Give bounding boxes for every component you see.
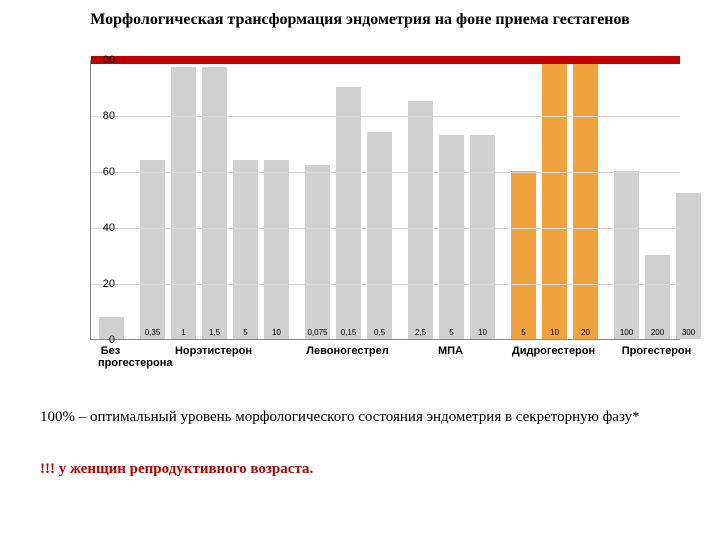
bar-value-label: 200 [642, 328, 673, 337]
bar [171, 67, 196, 339]
bar [614, 171, 639, 339]
group-label: МПА [407, 345, 494, 357]
bar [573, 59, 598, 339]
bar [542, 59, 567, 339]
bar [676, 193, 701, 339]
group-label: Без прогестерона [98, 345, 123, 369]
target-line [91, 56, 680, 64]
gridline [91, 228, 680, 229]
footnote: 100% – оптимальный уровень морфологическ… [40, 408, 680, 428]
group-label: Дидрогестерон [510, 345, 597, 357]
chart: 0,3511,55100,0750,150,52,551051020100200… [60, 60, 680, 360]
group-label: Левоногестрел [304, 345, 391, 357]
y-tick-label: 20 [87, 278, 115, 290]
bar [439, 135, 464, 339]
y-tick-label: 80 [87, 110, 115, 122]
y-tick-label: 60 [87, 166, 115, 178]
bar-value-label: 0,5 [364, 328, 395, 337]
bar-value-label: 10 [539, 328, 570, 337]
bar-value-label: 1,5 [199, 328, 230, 337]
gridline [91, 284, 680, 285]
bar-value-label: 10 [261, 328, 292, 337]
bar-value-label: 10 [467, 328, 498, 337]
bar-value-label: 5 [436, 328, 467, 337]
bar [470, 135, 495, 339]
gridline [91, 172, 680, 173]
chart-title: Морфологическая трансформация эндометрия… [0, 0, 720, 30]
gridline [91, 116, 680, 117]
bar [367, 132, 392, 339]
bar [233, 160, 258, 339]
bar [336, 87, 361, 339]
bar [511, 171, 536, 339]
bar-value-label: 100 [611, 328, 642, 337]
alert-text: !!! у женщин репродуктивного возраста. [40, 460, 440, 479]
bars-layer: 0,3511,55100,0750,150,52,551051020100200… [91, 60, 680, 339]
bar [408, 101, 433, 339]
plot-area: 0,3511,55100,0750,150,52,551051020100200… [90, 60, 680, 340]
bar-value-label: 0,15 [333, 328, 364, 337]
group-label: Норэтистерон [139, 345, 288, 357]
bar [645, 255, 670, 339]
y-tick-label: 40 [87, 222, 115, 234]
bar [140, 160, 165, 339]
bar-value-label: 0,35 [137, 328, 168, 337]
bar [202, 67, 227, 339]
bar-value-label: 1 [168, 328, 199, 337]
y-tick-label: 0 [87, 334, 115, 346]
bar [305, 165, 330, 339]
bar-value-label: 300 [673, 328, 704, 337]
bar-value-label: 5 [230, 328, 261, 337]
group-label: Прогестерон [613, 345, 700, 357]
bar-value-label: 5 [508, 328, 539, 337]
y-tick-label: 00 [87, 54, 115, 66]
bar-value-label: 20 [570, 328, 601, 337]
bar [264, 160, 289, 339]
bar-value-label: 0,075 [302, 328, 333, 337]
bar-value-label: 2,5 [405, 328, 436, 337]
